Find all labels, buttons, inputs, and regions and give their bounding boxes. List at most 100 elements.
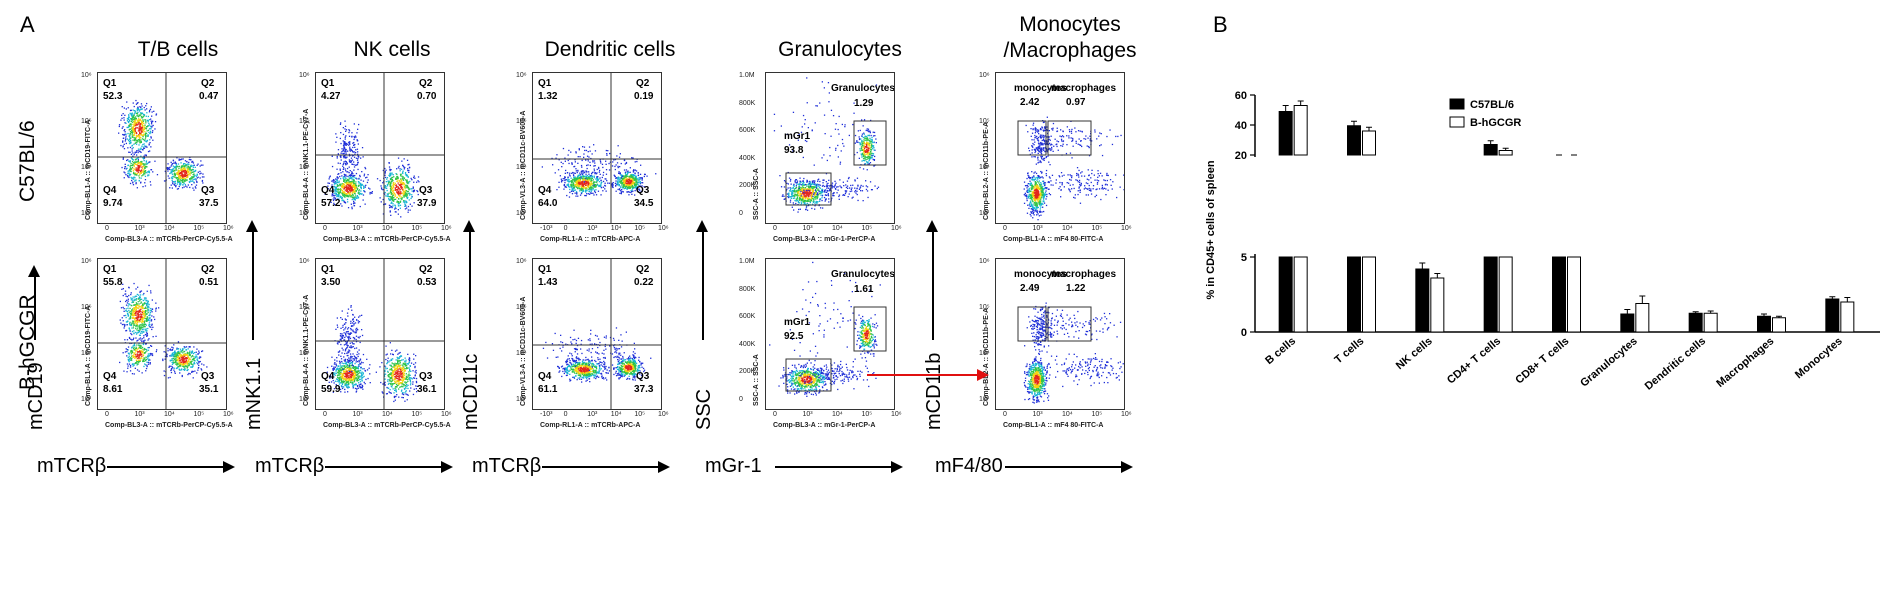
gate-box: [1047, 306, 1092, 342]
bar: [1703, 312, 1718, 333]
x-tick-label: 10⁴: [832, 225, 843, 232]
quadrant-value: 52.3: [103, 91, 123, 102]
quadrant-value: 0.47: [199, 91, 219, 102]
quadrant-label: Q4: [103, 371, 117, 382]
quadrant-label: Q3: [201, 185, 215, 196]
x-tick-label: 10⁶: [1121, 225, 1132, 232]
arrow-head-icon: [463, 220, 475, 232]
x-axis-arrow: [325, 466, 443, 468]
quadrant-value: 57.2: [321, 198, 341, 209]
y-axis-arrow: [34, 275, 36, 340]
x-tick-label: 10⁴: [610, 225, 622, 232]
x-tick-label: 10³: [352, 411, 363, 418]
quadrant-value: 0.22: [634, 277, 654, 288]
y-tick-label: 10⁶: [979, 72, 990, 79]
gate-box: [853, 120, 887, 166]
x-tick-label: 10⁵: [634, 411, 646, 418]
x-tick-label: 0: [1003, 225, 1007, 232]
y-tick-label: 10⁶: [299, 258, 310, 265]
gate-label: mGr1: [784, 317, 811, 328]
column-title: T/B cells: [137, 38, 219, 61]
quadrant-value: 37.3: [634, 384, 654, 395]
x-axis-caption: Comp-BL3-A :: mTCRb-PerCP-Cy5.5-A: [105, 236, 233, 243]
y-tick-label: 10⁶: [81, 72, 92, 79]
column-title: NK cells: [353, 38, 431, 61]
y-tick-label: 10⁵: [81, 304, 92, 311]
x-axis-caption: Comp-BL3-A :: mTCRb-PerCP-Cy5.5-A: [323, 236, 451, 243]
x-axis-caption: Comp-BL3-A :: mGr-1-PerCP-A: [773, 422, 876, 429]
bar: [1825, 298, 1840, 333]
gate-value: 2.49: [1020, 283, 1040, 294]
x-tick-label: 10³: [587, 225, 598, 232]
x-tick-label: 10⁴: [164, 411, 175, 418]
x-marker-label: mTCRβ: [472, 455, 542, 477]
y-tick-label: 10⁴: [299, 164, 310, 171]
flow-plot: monocytes 2.49 macrophages 1.22: [995, 258, 1125, 410]
quadrant-label: Q2: [201, 78, 215, 89]
y-tick-label: 800K: [739, 285, 756, 293]
x-tick-label: 10⁶: [891, 411, 902, 418]
y-tick-label: 10⁴: [979, 350, 990, 357]
bar: [1840, 301, 1855, 333]
gate-value: 1.22: [1066, 283, 1086, 294]
bar: [1757, 315, 1771, 333]
quadrant-value: 3.50: [321, 277, 341, 288]
bar-chart: 0 5 20 40 60 % in CD45+ cells of spleen B cell…: [1205, 90, 1880, 393]
y-tick-label: 10³: [81, 396, 92, 403]
y-axis-arrow: [252, 230, 254, 340]
x-tick-label: 10⁶: [658, 225, 669, 232]
column-title: Monocytes/Macrophages: [990, 12, 1150, 64]
flow-plot: Q1 52.3 Q2 0.47 Q3 37.5 Q4 9.74: [97, 72, 227, 224]
arrow-head-icon: [658, 461, 670, 473]
category-label: Granulocytes: [1578, 335, 1640, 389]
red-arrow: [867, 374, 979, 376]
bar: [1483, 256, 1498, 333]
gate-label: monocytes: [1014, 269, 1067, 280]
y-tick-label: 1.0M: [739, 258, 755, 265]
y-tick-label: 10⁵: [81, 118, 92, 125]
x-tick-label: 10⁵: [861, 225, 873, 232]
gate-box: [785, 172, 832, 206]
category-label: T cells: [1332, 335, 1366, 366]
y-axis-arrow: [932, 230, 934, 340]
gate-box: [853, 306, 887, 352]
quadrant-label: Q4: [321, 371, 335, 382]
quadrant-label: Q2: [419, 264, 433, 275]
y-tick-label: 400K: [739, 154, 756, 162]
gate-label: Granulocytes: [831, 83, 895, 94]
y-tick-label: 10⁶: [81, 258, 92, 265]
y-tick-label: 10⁵: [516, 304, 527, 311]
quadrant-label: Q4: [103, 185, 117, 196]
y-tick-label: 600K: [739, 127, 756, 135]
quadrant-value: 59.9: [321, 384, 341, 395]
x-tick-label: 10⁵: [411, 225, 423, 232]
arrow-head-icon: [223, 461, 235, 473]
gate-value: 92.5: [784, 331, 804, 342]
gate-box: [1047, 120, 1092, 156]
bar: [1567, 256, 1581, 333]
x-tick-label: 0: [773, 225, 777, 232]
y-axis-arrow: [702, 230, 704, 340]
bar: [1688, 312, 1703, 333]
y-tick-label: 10⁵: [979, 118, 990, 125]
quadrant-value: 36.1: [417, 384, 437, 395]
legend-label: C57BL/6: [1470, 99, 1514, 111]
bar: [1552, 256, 1566, 333]
x-tick-label: 10³: [134, 411, 145, 418]
quadrant-value: 0.51: [199, 277, 219, 288]
quadrant-label: Q2: [201, 264, 215, 275]
x-axis-arrow: [542, 466, 660, 468]
y-tick-label: 10⁶: [979, 258, 990, 265]
bar: [1483, 144, 1498, 156]
x-tick-label: 10⁴: [382, 225, 393, 232]
bar: [1293, 256, 1308, 333]
x-tick-label: -10³: [540, 411, 553, 418]
y-tick-label: 10⁵: [299, 118, 310, 125]
flow-plot: Q1 4.27 Q2 0.70 Q3 37.9 Q4 57.2: [315, 72, 445, 224]
y-tick-label: 1.0M: [739, 72, 755, 79]
y-tick-label: 200K: [739, 368, 756, 376]
quadrant-label: Q4: [538, 185, 552, 196]
x-tick-label: 10⁴: [164, 225, 175, 232]
flow-plot: Q1 3.50 Q2 0.53 Q3 36.1 Q4 59.9: [315, 258, 445, 410]
y-tick-label: 10⁴: [516, 350, 527, 357]
